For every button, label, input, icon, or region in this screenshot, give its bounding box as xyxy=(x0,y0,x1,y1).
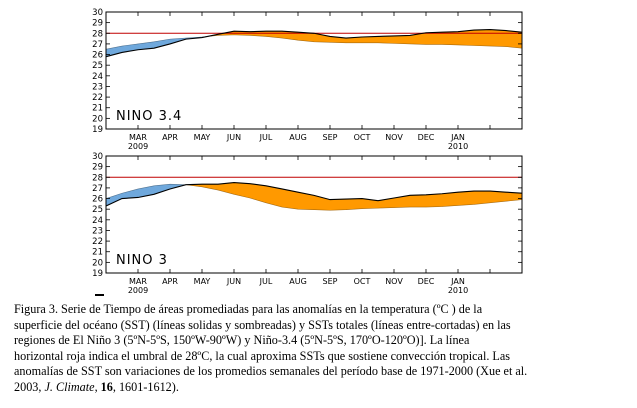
warm-anomaly-fill xyxy=(473,29,491,47)
y-tick-label: 28 xyxy=(92,173,103,183)
y-tick-label: 29 xyxy=(92,19,103,29)
x-tick-label: MAY xyxy=(194,133,211,142)
warm-anomaly-fill xyxy=(473,190,491,205)
caption-citation-year: 2003, xyxy=(14,379,45,394)
y-tick-label: 24 xyxy=(92,72,103,82)
y-tick-label: 28 xyxy=(92,29,103,39)
warm-anomaly-fill xyxy=(377,35,395,44)
y-tick-label: 20 xyxy=(92,114,103,124)
warm-anomaly-fill xyxy=(457,29,475,46)
y-tick-label: 26 xyxy=(92,51,103,61)
x-tick-label: JAN xyxy=(450,277,465,286)
y-tick-label: 22 xyxy=(92,93,103,103)
x-tick-label: JUL xyxy=(259,277,273,286)
y-tick-label: 26 xyxy=(92,195,103,205)
y-tick-label: 29 xyxy=(92,163,103,173)
caption-pages: , 1601-1612). xyxy=(112,379,179,394)
warm-anomaly-fill xyxy=(345,198,363,210)
warm-anomaly-fill xyxy=(425,32,443,45)
warm-anomaly-fill xyxy=(329,198,347,211)
figure-caption: Figura 3. Serie de Tiempo de áreas prome… xyxy=(14,302,629,395)
y-tick-label: 30 xyxy=(92,8,103,18)
caption-line-2: superficie del océano (SST) (líneas soli… xyxy=(14,317,511,332)
x-tick-label: APR xyxy=(162,277,178,286)
x-tick-label: SEP xyxy=(323,277,338,286)
panel-label: NINO 3.4 xyxy=(116,109,182,124)
clipped-axis-stub xyxy=(95,294,104,296)
y-tick-label: 20 xyxy=(92,258,103,268)
x-tick-label: JUN xyxy=(226,133,241,142)
x-tick-label: DEC xyxy=(418,133,435,142)
caption-journal: J. Climate xyxy=(44,379,95,394)
x-tick-label: AUG xyxy=(289,277,307,286)
panel-label: NINO 3 xyxy=(116,253,168,268)
plot-border xyxy=(105,155,523,274)
x-tick-label: MAR xyxy=(129,133,147,142)
y-tick-label: 25 xyxy=(92,205,103,215)
climatology-line xyxy=(105,183,523,211)
y-tick-label: 25 xyxy=(92,61,103,71)
x-tick-label: AUG xyxy=(289,133,307,142)
y-tick-label: 27 xyxy=(92,184,103,194)
warm-anomaly-fill xyxy=(457,190,475,206)
warm-anomaly-fill xyxy=(489,190,507,204)
y-tick-label: 23 xyxy=(92,226,103,236)
caption-line-3: regiones de El Niño 3 (5ºN-5ºS, 150ºW-90… xyxy=(14,333,470,347)
y-tick-label: 24 xyxy=(92,216,103,226)
year-label: 2009 xyxy=(128,286,148,295)
y-tick-label: 19 xyxy=(92,125,103,135)
caption-sep: , xyxy=(94,379,101,394)
x-tick-label: NOV xyxy=(385,133,403,142)
warm-anomaly-fill xyxy=(425,193,443,208)
caption-volume: 16 xyxy=(100,379,113,394)
warm-anomaly-fill xyxy=(393,35,411,45)
y-tick-label: 30 xyxy=(92,152,103,162)
x-tick-label: NOV xyxy=(385,277,403,286)
caption-line-5: anomalías de SST son variaciones de los … xyxy=(14,364,528,378)
x-tick-label: DEC xyxy=(418,277,435,286)
sst-line xyxy=(105,182,523,207)
caption-line-6: 2003, J. Climate, 16, 1601-1612). xyxy=(14,380,629,396)
y-tick-label: 19 xyxy=(92,269,103,279)
plot-frame xyxy=(105,155,523,274)
x-tick-label: OCT xyxy=(354,277,371,286)
x-tick-label: APR xyxy=(162,133,178,142)
climatology-line xyxy=(105,34,523,50)
x-tick-label: JAN xyxy=(450,133,465,142)
x-tick-label: MAR xyxy=(129,277,147,286)
x-tick-label: JUL xyxy=(259,133,273,142)
x-tick-label: OCT xyxy=(354,133,371,142)
sst-line xyxy=(105,28,523,58)
year-label: 2009 xyxy=(128,142,148,151)
year-label: 2010 xyxy=(448,142,468,151)
x-tick-label: SEP xyxy=(323,133,338,142)
year-label: 2010 xyxy=(448,286,468,295)
x-tick-label: JUN xyxy=(226,277,241,286)
caption-line-4: horizontal roja indica el umbral de 28ºC… xyxy=(14,348,511,363)
warm-anomaly-fill xyxy=(489,29,507,47)
y-tick-label: 21 xyxy=(92,104,103,114)
plot-border xyxy=(105,11,523,130)
y-tick-label: 22 xyxy=(92,237,103,247)
y-tick-label: 21 xyxy=(92,248,103,258)
warm-anomaly-fill xyxy=(441,191,459,207)
warm-anomaly-fill xyxy=(409,194,427,208)
caption-line-1: Figura 3. Serie de Tiempo de áreas prome… xyxy=(14,302,483,316)
x-tick-label: MAY xyxy=(194,277,211,286)
y-tick-label: 27 xyxy=(92,40,103,50)
y-tick-label: 23 xyxy=(92,82,103,92)
